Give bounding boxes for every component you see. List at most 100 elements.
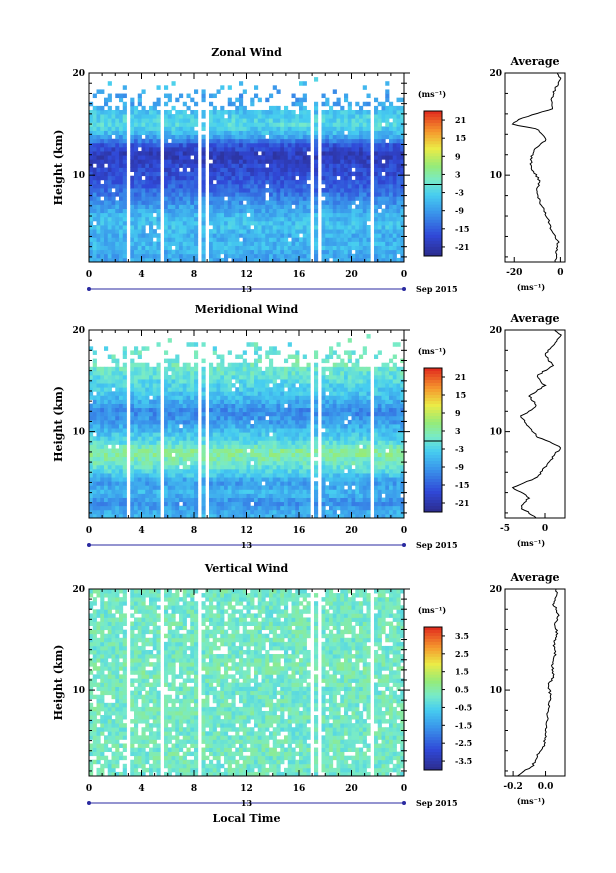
heatmap-cell (186, 374, 191, 380)
heatmap-cell (254, 403, 259, 409)
heatmap-cell (119, 196, 124, 201)
heatmap-cell (212, 151, 217, 156)
heatmap-cell (141, 468, 146, 474)
heatmap-cell (216, 192, 221, 197)
heatmap-cell (257, 395, 262, 400)
heatmap-cell (107, 370, 112, 376)
heatmap-cell (179, 432, 184, 437)
heatmap-cell (164, 379, 169, 384)
heatmap-cell (239, 138, 244, 144)
heatmap-cell (336, 253, 341, 259)
heatmap-cell (340, 225, 345, 230)
heatmap-cell (239, 468, 244, 474)
heatmap-cell (220, 109, 225, 115)
heatmap-cell (265, 138, 270, 144)
heatmap-cell (179, 415, 184, 421)
heatmap-cell (246, 501, 251, 507)
heatmap-cell (152, 407, 157, 413)
heatmap-cell (171, 167, 176, 173)
heatmap-cell (246, 374, 251, 380)
heatmap-cell (190, 220, 195, 226)
heatmap-cell (122, 419, 127, 425)
heatmap-cell (261, 212, 266, 218)
heatmap-cell (257, 383, 262, 388)
heatmap-cell (280, 155, 285, 160)
heatmap-cell (216, 196, 221, 201)
heatmap-cell (332, 167, 337, 173)
heatmap-cell (392, 257, 397, 263)
heatmap-cell (254, 374, 259, 380)
heatmap-cell (152, 188, 157, 193)
heatmap-cell (366, 216, 371, 222)
heatmap-cell (164, 493, 169, 498)
heatmap-cell (149, 241, 154, 246)
heatmap-cells (89, 77, 405, 263)
heatmap-cell (182, 497, 187, 503)
heatmap-cell (111, 383, 116, 388)
heatmap-cell (122, 436, 127, 441)
heatmap-cell (224, 374, 229, 380)
heatmap-cell (212, 253, 217, 259)
heatmap-cell (235, 509, 240, 515)
heatmap-cell (220, 464, 225, 470)
heatmap-cell (212, 452, 217, 458)
heatmap-cell (392, 253, 397, 259)
heatmap-cell (291, 126, 296, 131)
heatmap-cell (130, 407, 135, 413)
heatmap-cell (224, 175, 229, 181)
heatmap-cell (347, 249, 352, 255)
heatmap-cell (134, 374, 139, 380)
heatmap-cell (134, 249, 139, 255)
heatmap-cell (272, 85, 277, 90)
heatmap-cell (284, 489, 289, 494)
heatmap-cell (269, 192, 274, 197)
heatmap-cell (209, 216, 214, 222)
heatmap-cell (190, 481, 195, 486)
heatmap-cell (209, 456, 214, 462)
heatmap-cell (104, 391, 109, 396)
heatmap-cell (134, 216, 139, 222)
heatmap-cell (254, 468, 259, 474)
heatmap-cell (130, 374, 135, 380)
heatmap-cell (291, 118, 296, 123)
heatmap-cell (186, 379, 191, 384)
heatmap-cell (122, 379, 127, 384)
heatmap-cell (250, 208, 255, 214)
heatmap-cell (149, 403, 154, 409)
heatmap-cell (152, 229, 157, 234)
heatmap-cell (201, 192, 206, 197)
heatmap-cell (89, 241, 94, 246)
heatmap-cell (389, 114, 394, 119)
heatmap-cell (137, 134, 142, 140)
heatmap-cell (261, 415, 266, 421)
heatmap-cell (235, 505, 240, 511)
heatmap-cell (227, 411, 232, 417)
heatmap-cell (351, 188, 356, 193)
heatmap-cell (254, 126, 259, 131)
heatmap-cell (209, 118, 214, 123)
heatmap-cell (149, 473, 154, 478)
heatmap-cell (272, 229, 277, 234)
heatmap-cell (374, 192, 379, 197)
heatmap-cell (107, 138, 112, 144)
heatmap-cell (235, 452, 240, 458)
heatmap-cell (167, 387, 172, 392)
heatmap-cell (302, 114, 307, 119)
heatmap-cell (115, 179, 120, 185)
heatmap-cell (355, 225, 360, 230)
heatmap-cell (194, 167, 199, 173)
heatmap-cell (96, 146, 101, 152)
heatmap-cell (347, 208, 352, 214)
heatmap-cell (392, 109, 397, 115)
heatmap-cell (137, 366, 142, 372)
heatmap-cell (224, 245, 229, 251)
heatmap-cell (167, 114, 172, 119)
heatmap-cell (280, 188, 285, 193)
heatmap-cell (250, 391, 255, 396)
x-tick-label: 16 (293, 270, 306, 280)
heatmap-cell (224, 448, 229, 454)
heatmap-cell (152, 501, 157, 507)
heatmap-cell (257, 387, 262, 392)
heatmap-cell (107, 464, 112, 470)
heatmap-cell (344, 175, 349, 181)
